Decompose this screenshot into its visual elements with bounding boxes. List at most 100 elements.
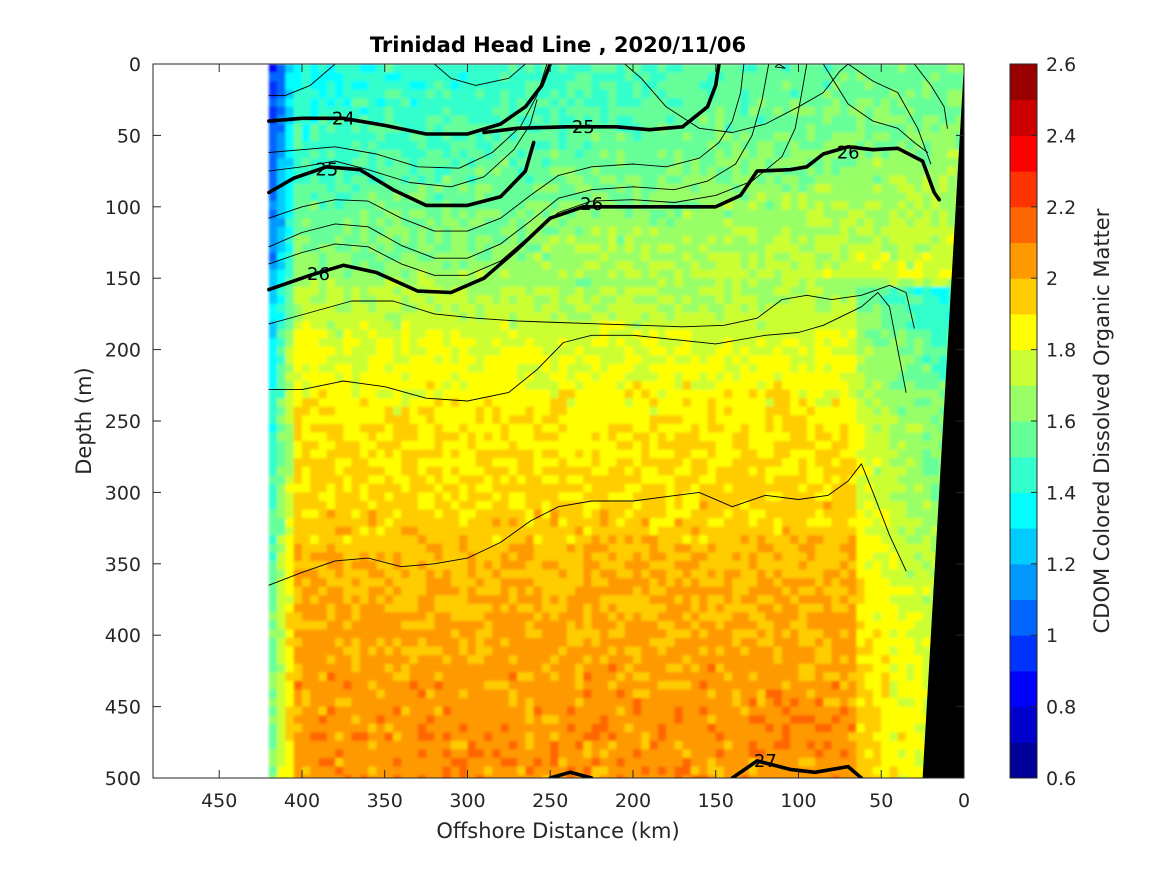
field-cell xyxy=(707,715,717,725)
field-cell xyxy=(492,124,502,134)
field-cell xyxy=(492,286,502,296)
field-cell xyxy=(550,158,560,168)
field-cell xyxy=(351,218,361,228)
field-cell xyxy=(508,432,518,442)
field-cell xyxy=(566,166,576,176)
field-cell xyxy=(748,243,758,254)
field-cell xyxy=(599,372,609,382)
field-cell xyxy=(310,492,320,502)
field-cell xyxy=(426,775,435,778)
field-cell xyxy=(277,72,286,82)
field-cell xyxy=(550,586,560,596)
field-cell xyxy=(500,535,510,545)
field-cell xyxy=(508,466,518,476)
field-cell xyxy=(376,141,386,151)
field-cell xyxy=(293,680,303,691)
field-cell xyxy=(608,243,618,254)
field-cell xyxy=(351,723,361,733)
field-cell xyxy=(426,698,435,708)
field-cell xyxy=(682,732,692,742)
field-cell xyxy=(401,303,411,314)
field-cell xyxy=(268,278,278,288)
field-cell xyxy=(475,106,485,116)
field-cell xyxy=(707,184,717,194)
field-cell xyxy=(715,689,725,699)
field-cell xyxy=(302,209,311,219)
field-cell xyxy=(368,766,378,776)
field-cell xyxy=(401,226,411,236)
field-cell xyxy=(434,338,444,348)
field-cell xyxy=(384,286,394,296)
field-cell xyxy=(583,81,593,91)
field-cell xyxy=(599,723,609,733)
field-cell xyxy=(690,698,700,708)
field-cell xyxy=(384,740,394,751)
field-cell xyxy=(608,749,618,759)
field-cell xyxy=(268,569,278,579)
field-cell xyxy=(657,192,667,202)
field-cell xyxy=(599,715,609,725)
field-cell xyxy=(359,706,369,716)
field-cell xyxy=(724,655,733,665)
field-cell xyxy=(293,363,303,374)
field-cell xyxy=(558,166,568,176)
field-cell xyxy=(699,732,709,742)
field-cell xyxy=(583,149,593,159)
field-cell xyxy=(459,64,469,74)
field-cell xyxy=(484,209,493,219)
field-cell xyxy=(666,398,675,408)
field-cell xyxy=(285,612,295,622)
field-cell xyxy=(343,629,353,639)
field-cell xyxy=(682,501,692,511)
field-cell xyxy=(517,432,526,442)
field-cell xyxy=(732,543,742,553)
field-cell xyxy=(608,595,618,605)
field-cell xyxy=(450,149,460,159)
field-cell xyxy=(500,338,510,348)
field-cell xyxy=(715,89,725,99)
field-cell xyxy=(575,141,584,151)
field-cell xyxy=(517,398,526,408)
field-cell xyxy=(434,269,444,279)
field-cell xyxy=(533,543,543,553)
field-cell xyxy=(657,732,667,742)
field-cell xyxy=(740,124,750,134)
field-cell xyxy=(724,612,733,622)
field-cell xyxy=(318,261,328,271)
field-cell xyxy=(608,192,618,202)
field-cell xyxy=(674,689,684,699)
field-cell xyxy=(682,218,692,228)
field-cell xyxy=(508,501,518,511)
field-cell xyxy=(641,603,651,613)
field-cell xyxy=(732,569,742,579)
field-cell xyxy=(608,526,618,536)
field-cell xyxy=(624,698,634,708)
field-cell xyxy=(442,543,452,553)
field-cell xyxy=(566,620,576,631)
field-cell xyxy=(459,723,469,733)
field-cell xyxy=(641,158,651,168)
field-cell xyxy=(359,775,369,778)
field-cell xyxy=(707,689,717,699)
field-cell xyxy=(475,141,485,151)
field-cell xyxy=(393,612,402,622)
field-cell xyxy=(591,389,601,399)
field-cell xyxy=(575,612,584,622)
field-cell xyxy=(450,329,460,339)
field-cell xyxy=(268,209,278,219)
field-cell xyxy=(690,115,700,125)
field-cell xyxy=(401,749,411,759)
field-cell xyxy=(724,432,733,442)
field-cell xyxy=(450,278,460,288)
field-cell xyxy=(699,406,709,416)
field-cell xyxy=(724,98,733,108)
field-cell xyxy=(384,492,394,502)
field-cell xyxy=(525,226,535,236)
field-cell xyxy=(376,303,386,314)
field-cell xyxy=(649,586,659,596)
field-cell xyxy=(492,158,502,168)
field-cell xyxy=(550,261,560,271)
field-cell xyxy=(666,192,675,202)
field-cell xyxy=(277,775,286,778)
field-cell xyxy=(326,501,336,511)
